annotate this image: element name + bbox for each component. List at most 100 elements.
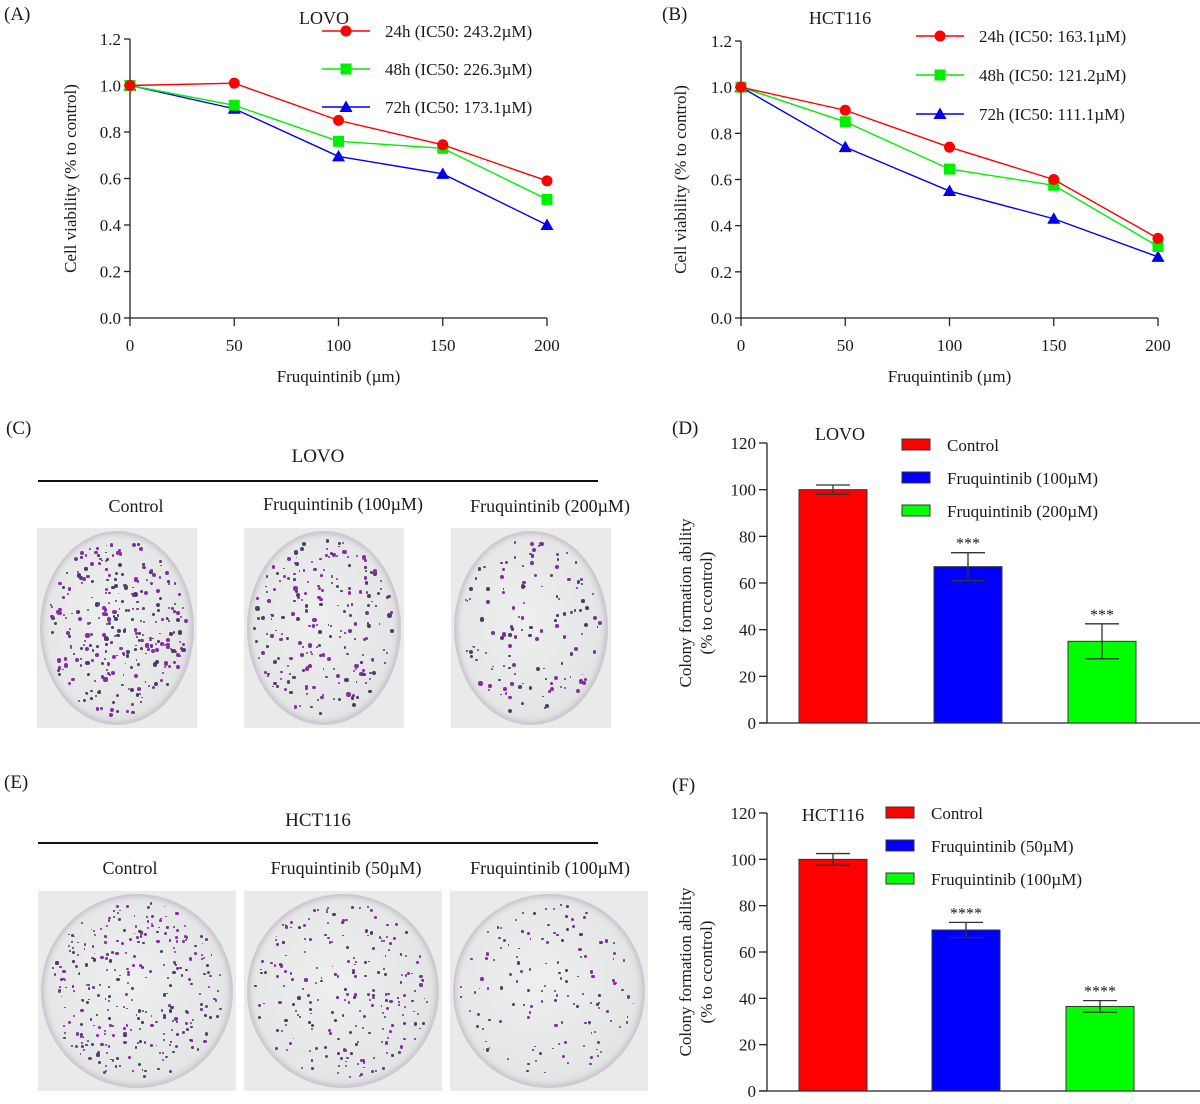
colony-dot [146,648,150,652]
colony-dot [76,573,82,578]
colony-dot [106,662,111,666]
colony-dot [488,684,492,688]
colony-dot [76,1032,80,1036]
colony-dot [115,551,120,556]
colony-dot [307,1020,311,1024]
colony-dot [88,984,90,986]
colony-dot [286,665,289,668]
colony-dot [85,1043,88,1047]
colony-dot [401,973,404,976]
y-tick-label: 120 [731,434,757,453]
colony-dot [174,1044,179,1048]
colony-dot [112,1025,114,1027]
colony-dot [319,597,323,602]
colony-dot [139,931,144,935]
colony-dot [554,990,556,992]
petri-dish [454,531,608,725]
colony-dot [142,562,146,567]
colony-dot [282,985,286,988]
colony-dot [591,593,594,596]
colony-dot [136,600,139,603]
x-tick-label: 100 [937,336,963,355]
colony-dot [118,549,121,553]
colony-dot [599,1050,603,1054]
colony-dot [116,939,119,942]
colony-dot [295,556,298,559]
colony-dot [522,911,524,914]
colony-dot [143,1041,147,1044]
colony-dot [555,623,559,628]
colony-dot [141,696,143,699]
colony-dot [110,543,114,547]
colony-dot [372,994,376,997]
colony-dot [154,660,159,665]
colony-dot [108,994,112,998]
colony-dot [156,603,161,608]
colony-dot [58,672,62,677]
colony-dot [176,1021,178,1023]
colony-dot [303,950,307,954]
colony-dot [74,658,79,663]
colony-dot [548,690,551,693]
colony-dot [469,598,472,601]
colony-dot [84,553,88,557]
colony-dot [124,951,127,954]
colony-dot [337,681,341,684]
colony-dot [351,693,356,697]
colony-dot [73,556,78,561]
colony-dot [549,686,555,691]
colony-dot [305,686,309,690]
colony-dot [279,677,283,681]
colony-dot [332,697,335,700]
colony-dot [158,596,162,600]
colony-dot [295,1010,297,1013]
colony-dot [370,1070,374,1074]
colony-dot [252,626,257,630]
colony-dot [574,646,579,651]
colony-dot [55,610,60,615]
plate-caption: Control [102,858,158,878]
colony-dot [362,1060,366,1064]
colony-dot [370,908,374,913]
colony-dot [111,586,115,590]
colony-dot [96,1051,100,1055]
colony-dot [336,1052,341,1056]
colony-dot [327,624,330,626]
colony-dot [398,1050,401,1054]
data-point [333,114,344,126]
x-tick-label: 0 [737,336,746,355]
colony-dot [351,970,355,974]
colony-dot [334,973,337,976]
colony-dot [77,570,80,573]
colony-dot [90,1042,94,1046]
colony-dot [293,572,296,575]
colony-dot [562,612,567,616]
colony-dot [348,628,352,633]
colony-dot [171,648,176,653]
y-tick-label: 120 [731,804,757,823]
colony-dot [96,1053,100,1057]
colony-dot [526,932,530,936]
colony-dot [88,998,90,1001]
colony-dot [378,623,381,626]
colony-dot [144,976,147,979]
colony-dot [588,1023,591,1026]
colony-dot [170,1005,174,1010]
colony-dot [372,671,377,675]
colony-dot [137,1062,142,1066]
colony-dot [165,682,170,687]
colony-dot [74,965,78,968]
colony-dot [364,681,367,684]
colony-dot [469,586,474,591]
colony-dot [95,1033,100,1037]
colony-dot [108,602,111,605]
colony-dot [201,942,204,945]
colony-dot [190,1025,193,1029]
colony-dot [275,571,279,576]
colony-dot [158,576,162,579]
colony-dot [68,1020,72,1024]
colony-dot [86,673,90,677]
colony-dot [121,652,125,656]
colony-dot [103,608,108,612]
colony-dot [260,968,262,971]
